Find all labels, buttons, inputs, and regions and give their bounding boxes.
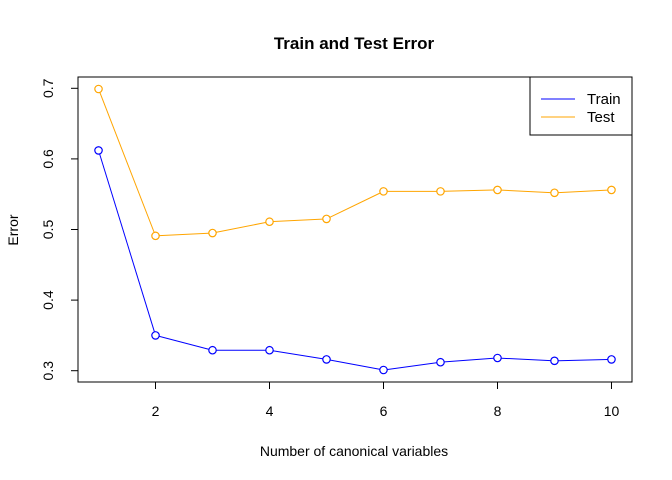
y-tick-label: 0.6 — [40, 149, 56, 169]
data-point-train — [208, 345, 217, 355]
line-segment-test — [558, 189, 608, 194]
line-segment-test — [444, 189, 494, 192]
data-point-test — [550, 188, 559, 198]
data-point-test — [265, 217, 274, 227]
line-segment-test — [216, 222, 266, 233]
data-point-train — [379, 365, 388, 375]
data-point-test — [436, 187, 445, 196]
data-point-test — [379, 187, 388, 196]
data-point-train — [151, 331, 160, 340]
legend-label-test: Test — [587, 109, 615, 126]
data-point-test — [607, 185, 616, 195]
line-segment-train — [387, 362, 437, 370]
x-tick-label: 8 — [494, 403, 502, 419]
line-segment-test — [159, 232, 209, 237]
line-segment-train — [273, 350, 323, 360]
data-point-test — [151, 231, 160, 241]
y-tick-label: 0.7 — [40, 78, 56, 98]
line-segment-test — [273, 218, 323, 223]
x-tick-label: 4 — [266, 403, 274, 419]
data-point-test — [493, 185, 502, 195]
line-segment-train — [159, 335, 209, 350]
line-segment-train — [330, 359, 380, 370]
chart-title: Train and Test Error — [274, 34, 435, 53]
data-point-train — [94, 146, 103, 155]
data-point-train — [436, 357, 445, 367]
series-test — [94, 84, 616, 241]
line-segment-train — [501, 357, 551, 362]
line-segment-test — [99, 92, 155, 233]
x-tick-label: 6 — [380, 403, 388, 419]
y-tick-label: 0.3 — [40, 361, 56, 381]
x-axis: 2 4 6 8 10 — [152, 381, 620, 419]
y-tick-label: 0.4 — [40, 290, 56, 310]
line-segment-train — [558, 359, 608, 362]
x-axis-label: Number of canonical variables — [260, 443, 448, 459]
data-point-train — [493, 353, 502, 363]
y-axis: 0.3 0.4 0.5 0.6 0.7 — [40, 78, 79, 381]
line-segment-test — [329, 192, 381, 218]
legend-box — [529, 76, 633, 136]
x-tick-label: 10 — [604, 403, 620, 419]
data-point-train — [550, 356, 559, 366]
line-segment-train — [99, 154, 155, 332]
data-point-test — [322, 214, 331, 224]
y-axis-label: Error — [5, 214, 21, 245]
legend-label-train: Train — [587, 91, 621, 108]
data-point-train — [607, 355, 616, 364]
data-point-train — [265, 345, 274, 355]
series-layer — [94, 84, 616, 375]
data-point-test — [208, 228, 217, 238]
legend: Train Test — [529, 76, 633, 136]
x-tick-label: 2 — [152, 403, 160, 419]
line-segment-test — [501, 189, 551, 194]
series-train — [94, 146, 616, 375]
y-tick-label: 0.5 — [40, 220, 56, 240]
line-segment-train — [444, 357, 494, 363]
data-point-test — [94, 84, 103, 94]
data-point-train — [322, 355, 331, 364]
